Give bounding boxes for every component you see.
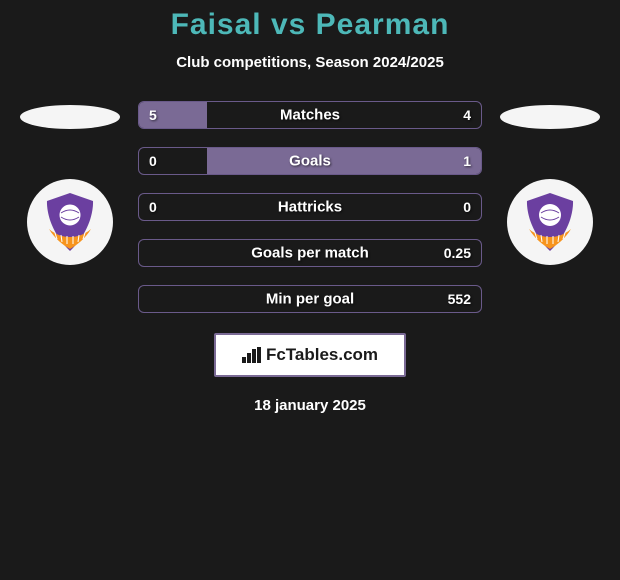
club-badge-right bbox=[507, 179, 593, 265]
stat-label: Matches bbox=[280, 107, 340, 124]
bar-chart-icon bbox=[242, 347, 262, 363]
stats-column: 5 Matches 4 0 Goals 1 0 Hattricks 0 Goals per mat… bbox=[138, 101, 482, 313]
stat-value-left: 0 bbox=[149, 199, 157, 215]
player-right-photo-placeholder bbox=[500, 105, 600, 129]
stat-row: 0 Goals 1 bbox=[138, 147, 482, 175]
player-left-col bbox=[20, 101, 120, 265]
brand-text: FcTables.com bbox=[266, 345, 378, 365]
stat-label: Min per goal bbox=[266, 291, 354, 308]
stat-value-right: 0.25 bbox=[444, 245, 471, 261]
stat-row: Goals per match 0.25 bbox=[138, 239, 482, 267]
player-left-photo-placeholder bbox=[20, 105, 120, 129]
stat-label: Goals bbox=[289, 153, 331, 170]
brand-box[interactable]: FcTables.com bbox=[214, 333, 406, 377]
stat-row: 0 Hattricks 0 bbox=[138, 193, 482, 221]
perth-glory-badge-icon bbox=[517, 189, 583, 255]
stat-value-right: 4 bbox=[463, 107, 471, 123]
stat-row: Min per goal 552 bbox=[138, 285, 482, 313]
stat-label: Hattricks bbox=[278, 199, 342, 216]
page-title: Faisal vs Pearman bbox=[0, 8, 620, 42]
stat-value-left: 0 bbox=[149, 153, 157, 169]
stat-value-left: 5 bbox=[149, 107, 157, 123]
club-badge-left bbox=[27, 179, 113, 265]
perth-glory-badge-icon bbox=[37, 189, 103, 255]
bar-right bbox=[207, 148, 481, 174]
stat-value-right: 0 bbox=[463, 199, 471, 215]
stat-row: 5 Matches 4 bbox=[138, 101, 482, 129]
stat-value-right: 1 bbox=[463, 153, 471, 169]
player-right-col bbox=[500, 101, 600, 265]
main-row: 5 Matches 4 0 Goals 1 0 Hattricks 0 Goals per mat… bbox=[0, 101, 620, 313]
date-text: 18 january 2025 bbox=[0, 397, 620, 414]
subtitle: Club competitions, Season 2024/2025 bbox=[0, 54, 620, 71]
footer: FcTables.com 18 january 2025 bbox=[0, 333, 620, 414]
stat-label: Goals per match bbox=[251, 245, 369, 262]
stat-value-right: 552 bbox=[448, 291, 471, 307]
comparison-card: Faisal vs Pearman Club competitions, Sea… bbox=[0, 0, 620, 414]
